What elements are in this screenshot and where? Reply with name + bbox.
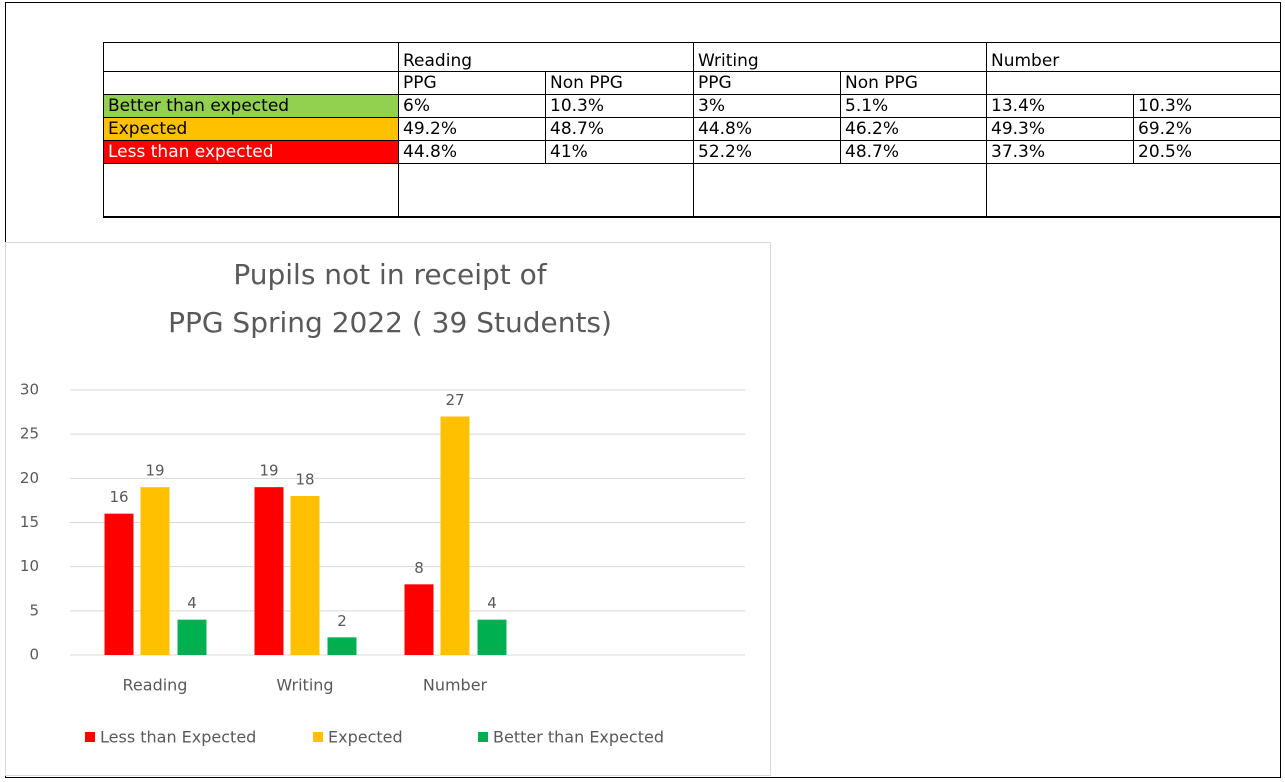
data-label: 19 bbox=[145, 462, 164, 480]
data-cell: 52.2% bbox=[693, 140, 841, 164]
bar bbox=[290, 496, 320, 655]
data-label: 16 bbox=[109, 488, 128, 506]
y-tick-label: 30 bbox=[20, 381, 39, 399]
row-label: Less than expected bbox=[103, 140, 399, 164]
legend-swatch bbox=[478, 732, 488, 742]
bar bbox=[140, 487, 170, 655]
legend-label: Less than Expected bbox=[100, 728, 256, 747]
data-cell: 37.3% bbox=[986, 140, 1134, 164]
legend-swatch bbox=[85, 732, 95, 742]
empty-cell bbox=[986, 71, 1281, 95]
row-label: Better than expected bbox=[103, 94, 399, 118]
y-tick-label: 5 bbox=[29, 601, 39, 619]
data-row: Expected 49.2% 48.7% 44.8% 46.2% 49.3% 69.2% bbox=[103, 117, 1281, 141]
data-label: 27 bbox=[445, 391, 464, 409]
data-cell: 48.7% bbox=[840, 140, 987, 164]
data-cell: 48.7% bbox=[545, 117, 694, 141]
data-cell: 5.1% bbox=[840, 94, 987, 118]
data-cell: 20.5% bbox=[1133, 140, 1281, 164]
subheader: PPG bbox=[693, 71, 841, 95]
y-tick-label: 0 bbox=[29, 646, 39, 664]
y-tick-label: 20 bbox=[20, 469, 39, 487]
data-label: 18 bbox=[295, 471, 314, 489]
subheader: Non PPG bbox=[545, 71, 694, 95]
subheader: Non PPG bbox=[840, 71, 987, 95]
empty-cell bbox=[103, 163, 399, 218]
group-header: Writing bbox=[693, 42, 987, 72]
empty-cell bbox=[693, 163, 987, 218]
x-tick-label: Writing bbox=[276, 676, 333, 695]
data-cell: 10.3% bbox=[545, 94, 694, 118]
empty-cell bbox=[103, 42, 399, 72]
data-row: Better than expected 6% 10.3% 3% 5.1% 13.4% 10… bbox=[103, 94, 1281, 118]
empty-cell bbox=[398, 163, 694, 218]
y-tick-label: 25 bbox=[20, 425, 39, 443]
data-cell: 6% bbox=[398, 94, 546, 118]
legend-swatch bbox=[313, 732, 323, 742]
data-cell: 44.8% bbox=[693, 117, 841, 141]
empty-cell bbox=[103, 71, 399, 95]
data-cell: 49.3% bbox=[986, 117, 1134, 141]
subheader: PPG bbox=[398, 71, 546, 95]
bar bbox=[404, 584, 434, 655]
bar bbox=[440, 416, 470, 655]
group-header: Reading bbox=[398, 42, 694, 72]
data-label: 8 bbox=[414, 559, 424, 577]
empty-cell bbox=[986, 163, 1281, 218]
data-cell: 10.3% bbox=[1133, 94, 1281, 118]
data-cell: 69.2% bbox=[1133, 117, 1281, 141]
legend-label: Better than Expected bbox=[493, 728, 664, 747]
data-label: 2 bbox=[337, 612, 347, 630]
bar bbox=[177, 619, 207, 655]
results-table: Reading Writing Number PPG Non PPG PPG N… bbox=[103, 42, 1281, 218]
bar bbox=[254, 487, 284, 655]
group-header: Number bbox=[986, 42, 1281, 72]
legend-label: Expected bbox=[328, 728, 403, 747]
table-body: Better than expected 6% 10.3% 3% 5.1% 13.4% 10… bbox=[103, 94, 1281, 164]
data-cell: 13.4% bbox=[986, 94, 1134, 118]
y-tick-label: 10 bbox=[20, 557, 39, 575]
subheader-row: PPG Non PPG PPG Non PPG bbox=[103, 71, 1281, 95]
data-cell: 41% bbox=[545, 140, 694, 164]
data-cell: 3% bbox=[693, 94, 841, 118]
bar bbox=[327, 637, 357, 655]
data-cell: 44.8% bbox=[398, 140, 546, 164]
y-tick-label: 15 bbox=[20, 513, 39, 531]
data-label: 4 bbox=[487, 594, 497, 612]
chart: Pupils not in receipt of PPG Spring 2022 … bbox=[5, 242, 771, 776]
x-tick-label: Reading bbox=[123, 676, 188, 695]
data-row: Less than expected 44.8% 41% 52.2% 48.7% 37.3… bbox=[103, 140, 1281, 164]
bar bbox=[104, 513, 134, 655]
empty-row bbox=[103, 163, 1281, 218]
data-cell: 46.2% bbox=[840, 117, 987, 141]
group-row: Reading Writing Number bbox=[103, 42, 1281, 72]
chart-border bbox=[5, 242, 771, 776]
chart-title: Pupils not in receipt of PPG Spring 2022 … bbox=[168, 258, 612, 339]
x-tick-label: Number bbox=[423, 676, 488, 695]
data-label: 19 bbox=[259, 462, 278, 480]
data-cell: 49.2% bbox=[398, 117, 546, 141]
data-label: 4 bbox=[187, 594, 197, 612]
bar bbox=[477, 619, 507, 655]
row-label: Expected bbox=[103, 117, 399, 141]
